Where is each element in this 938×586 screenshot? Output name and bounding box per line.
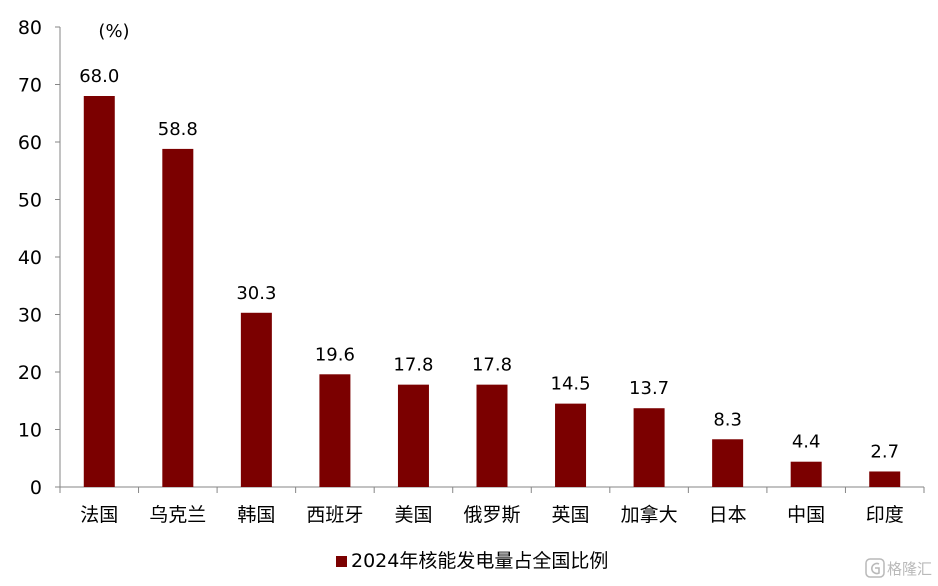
bar xyxy=(397,384,429,487)
bar xyxy=(633,408,665,487)
category-label: 韩国 xyxy=(237,504,275,526)
bar xyxy=(869,471,901,487)
category-label: 日本 xyxy=(709,504,747,526)
category-label: 西班牙 xyxy=(306,504,363,526)
data-label: 17.8 xyxy=(393,355,433,376)
g-logo-icon xyxy=(865,558,885,578)
bar xyxy=(240,312,272,487)
bar-series xyxy=(83,96,901,487)
category-label: 印度 xyxy=(866,504,904,526)
x-axis: 法国 乌克兰 韩国 西班牙 美国 俄罗斯 英国 加拿大 日本 中国 印度 xyxy=(59,486,925,526)
data-label: 8.3 xyxy=(713,409,742,430)
legend-swatch xyxy=(336,556,347,567)
category-label: 加拿大 xyxy=(621,503,678,526)
legend-label: 2024年核能发电量占全国比例 xyxy=(351,550,608,572)
bar xyxy=(83,96,115,487)
category-label: 俄罗斯 xyxy=(463,504,520,526)
y-tick-label: 80 xyxy=(18,17,42,39)
category-label: 乌克兰 xyxy=(149,504,206,526)
y-tick-label: 40 xyxy=(18,247,42,269)
data-label: 2.7 xyxy=(870,441,899,462)
category-label: 法国 xyxy=(80,504,118,526)
data-label: 14.5 xyxy=(551,374,591,395)
category-label: 英国 xyxy=(552,504,590,526)
category-label: 中国 xyxy=(787,504,825,526)
y-tick-label: 30 xyxy=(18,305,42,327)
y-tick-label: 0 xyxy=(30,477,42,499)
watermark-text: 格隆汇 xyxy=(887,560,932,578)
y-tick-label: 70 xyxy=(18,75,42,97)
y-tick-label: 50 xyxy=(18,190,42,212)
bar xyxy=(319,374,351,487)
category-label: 美国 xyxy=(394,504,432,526)
bar xyxy=(712,439,744,487)
y-tick-label: 20 xyxy=(18,362,42,384)
data-label: 19.6 xyxy=(315,344,355,365)
legend: 2024年核能发电量占全国比例 xyxy=(336,550,608,572)
data-label: 17.8 xyxy=(472,355,512,376)
bar xyxy=(555,403,587,487)
data-label: 13.7 xyxy=(629,378,669,399)
y-axis: 0 10 20 30 40 50 60 70 80 xyxy=(18,17,61,499)
bar xyxy=(476,384,508,487)
bar xyxy=(790,461,822,487)
data-label: 68.0 xyxy=(79,66,119,87)
data-labels: 68.0 58.8 30.3 19.6 17.8 17.8 14.5 13.7 8.3 4.4 2.… xyxy=(79,66,899,462)
y-unit-label: (%) xyxy=(98,21,129,42)
data-label: 58.8 xyxy=(158,119,198,140)
watermark: 格隆汇 xyxy=(865,558,932,578)
y-tick-label: 60 xyxy=(18,132,42,154)
data-label: 30.3 xyxy=(236,283,276,304)
y-tick-label: 10 xyxy=(18,420,42,442)
data-label: 4.4 xyxy=(792,432,821,453)
bar xyxy=(162,148,194,487)
